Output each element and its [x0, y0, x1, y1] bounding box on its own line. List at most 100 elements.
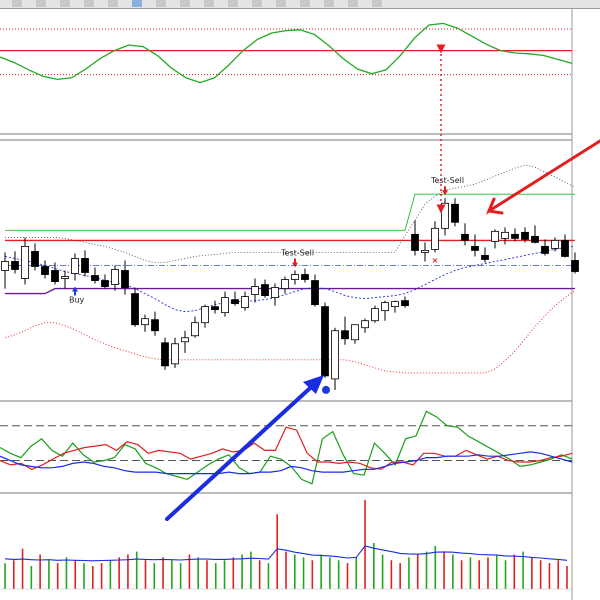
candle-up — [271, 287, 279, 299]
candle-down — [561, 239, 569, 257]
candle-down — [531, 235, 539, 243]
candle-up — [431, 227, 439, 250]
candle-up — [251, 286, 259, 295]
candle-up — [501, 231, 509, 239]
candle-down — [401, 300, 409, 307]
tool-icon-13[interactable] — [300, 0, 310, 7]
tool-icon-14[interactable] — [324, 0, 334, 7]
tool-icon-5[interactable] — [108, 0, 118, 7]
candle-up — [361, 320, 369, 329]
candle-up — [441, 202, 449, 229]
candle-down — [81, 258, 89, 273]
candle-up — [371, 308, 379, 322]
candle-down — [321, 306, 329, 377]
candle-up — [291, 274, 299, 280]
candle-down — [311, 280, 319, 306]
tool-icon-9[interactable] — [204, 0, 214, 7]
candle-up — [391, 301, 399, 308]
tool-icon-12[interactable] — [276, 0, 286, 7]
tool-icon-1[interactable] — [12, 0, 22, 7]
candle-down — [471, 246, 479, 251]
chart-area: Buy Test-Sell Test-Sell — [0, 9, 600, 600]
candle-down — [211, 306, 219, 311]
volume-average-line — [4, 545, 568, 562]
tool-icon-4[interactable] — [84, 0, 94, 7]
candle-down — [231, 299, 239, 305]
candle-up — [171, 343, 179, 365]
candle-up — [421, 250, 429, 253]
toolbar — [0, 0, 600, 9]
candle-down — [91, 275, 99, 281]
buy-label: Buy — [69, 296, 85, 305]
candle-up — [191, 322, 199, 337]
price-panel: Buy Test-Sell Test-Sell — [1, 164, 579, 394]
cross-marker-icon — [432, 258, 438, 263]
candle-up — [281, 279, 289, 289]
oscillator-line — [0, 22, 573, 84]
candle-down — [461, 233, 469, 241]
candle-down — [451, 203, 459, 223]
tool-icon-7[interactable] — [156, 0, 166, 7]
directional-series-0 — [0, 410, 573, 485]
candle-down — [521, 231, 529, 240]
candle-up — [141, 318, 149, 326]
support-line — [5, 287, 575, 295]
candle-up — [1, 261, 9, 271]
candle-down — [151, 319, 159, 332]
candle-down — [541, 246, 549, 254]
directional-panel — [0, 410, 573, 485]
candle-up — [181, 337, 189, 343]
candle-down — [511, 233, 519, 239]
candle-up — [21, 246, 29, 279]
candle-up — [551, 239, 559, 249]
candle-down — [261, 284, 269, 296]
candle-down — [341, 330, 349, 340]
tool-icon-6[interactable] — [132, 0, 142, 7]
candle-down — [571, 260, 579, 272]
candle-up — [241, 296, 249, 309]
candle-down — [131, 293, 139, 326]
tool-icon-8[interactable] — [180, 0, 190, 7]
lower-band-line — [4, 290, 576, 374]
candle-down — [41, 266, 49, 275]
candle-down — [481, 255, 489, 260]
chart-background — [0, 9, 600, 600]
tool-icon-3[interactable] — [60, 0, 70, 7]
candle-down — [51, 270, 59, 282]
volume-panel — [0, 499, 572, 590]
candle-down — [121, 270, 129, 288]
blue-arrowhead-icon — [303, 375, 324, 394]
buy-arrow-icon — [72, 286, 78, 296]
candle-up — [221, 297, 229, 314]
candle-down — [11, 261, 19, 270]
blue-pointer-arrow-icon — [165, 377, 322, 521]
tool-icon-15[interactable] — [348, 0, 358, 7]
candle-up — [331, 330, 339, 380]
candle-up — [61, 276, 69, 279]
sell-arrow-icon — [292, 258, 298, 268]
tool-icon-10[interactable] — [228, 0, 238, 7]
tool-icon-16[interactable] — [372, 0, 382, 7]
red-pointer-arrow-icon — [485, 139, 600, 215]
tool-icon-11[interactable] — [252, 0, 262, 7]
candle-down — [161, 342, 169, 367]
test-sell-label: Test-Sell — [280, 249, 314, 258]
oscillator-panel — [0, 22, 573, 84]
candle-up — [71, 258, 79, 274]
candle-up — [381, 302, 389, 312]
candle-up — [351, 324, 359, 341]
annotation-overlay — [165, 44, 600, 521]
candle-down — [31, 251, 39, 267]
candle-up — [201, 306, 209, 324]
candle-up — [491, 230, 499, 242]
upper-band-line — [5, 193, 575, 231]
blue-ma-line — [4, 245, 576, 313]
candle-down — [301, 274, 309, 280]
signal-dot-icon — [322, 385, 330, 394]
candle-down — [411, 233, 419, 251]
tool-icon-2[interactable] — [36, 0, 46, 7]
test-sell-label: Test-Sell — [430, 176, 464, 185]
candle-down — [101, 280, 109, 287]
candle-up — [111, 269, 119, 285]
directional-series-2 — [0, 451, 573, 475]
